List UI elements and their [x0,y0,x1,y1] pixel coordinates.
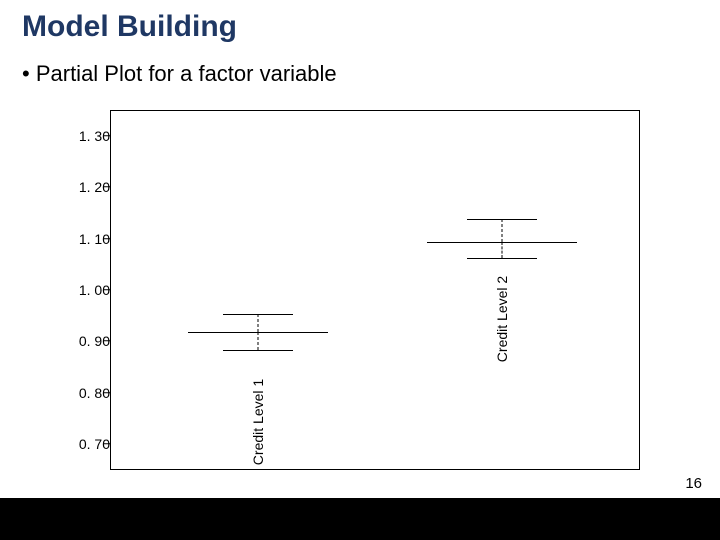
ytick-mark [104,444,110,445]
category-label: Credit Level 1 [250,379,266,465]
ytick-label: 0. 80 [60,385,110,401]
subtitle-text: Partial Plot for a factor variable [36,61,337,87]
ytick-label: 0. 90 [60,333,110,349]
ytick-mark [104,135,110,136]
whisker-bottom [467,258,537,259]
ytick-mark [104,186,110,187]
stem-lower [258,332,259,350]
whisker-bottom [223,350,293,351]
stem-lower [502,242,503,257]
ytick-label: 1. 00 [60,282,110,298]
category-label: Credit Level 2 [494,276,510,362]
subtitle: • Partial Plot for a factor variable [22,60,337,87]
bullet-icon: • [22,61,30,87]
page-number: 16 [685,475,702,492]
ytick-mark [104,289,110,290]
ytick-label: 1. 20 [60,179,110,195]
ytick-mark [104,341,110,342]
ytick-mark [104,392,110,393]
partial-plot-chart: Credit Level 1 Credit Level 2 1. 30 1. 20 1… [60,110,640,470]
ytick-label: 1. 10 [60,231,110,247]
mean-line [427,242,577,243]
ytick-label: 0. 70 [60,436,110,452]
slide: Model Building • Partial Plot for a fact… [0,0,720,540]
stem-upper [502,219,503,242]
plot-frame: Credit Level 1 Credit Level 2 [110,110,640,470]
footer-bar [0,498,720,540]
ytick-label: 1. 30 [60,128,110,144]
stem-upper [258,314,259,332]
mean-line [188,332,328,333]
page-title: Model Building [22,10,237,44]
ytick-mark [104,238,110,239]
